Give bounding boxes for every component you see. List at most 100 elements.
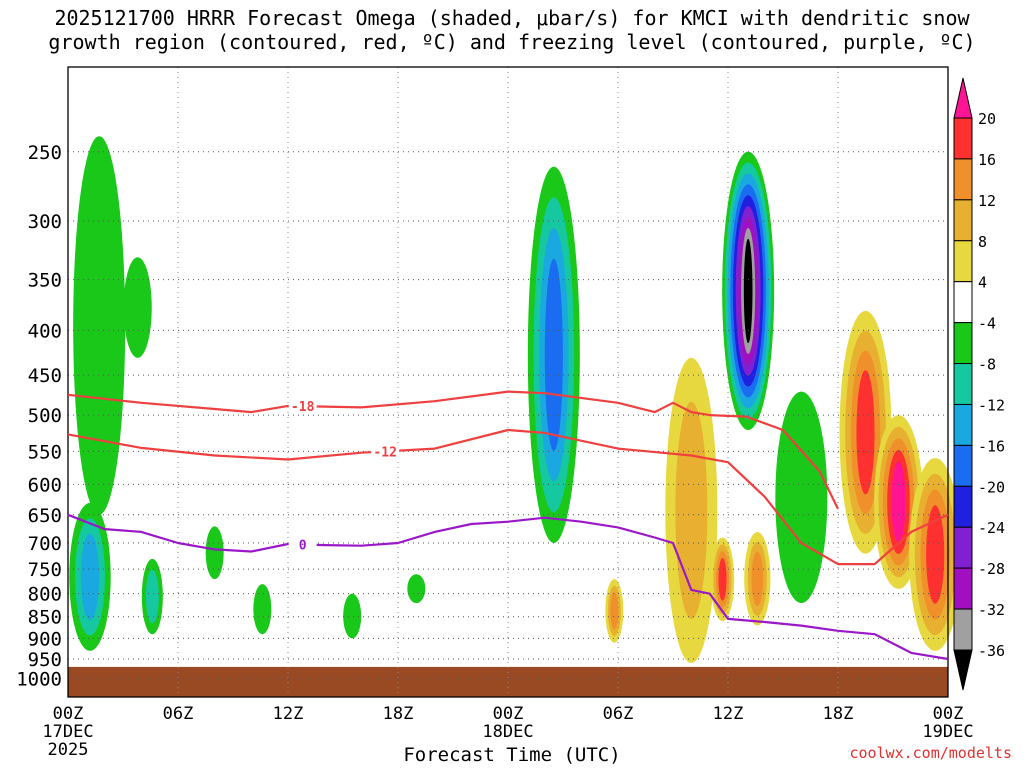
x-tick-label: 06Z: [603, 704, 634, 724]
omega-shade-level: [544, 258, 563, 451]
omega-shade-level: [718, 557, 727, 601]
omega-cell-downward-17: [909, 458, 962, 651]
chart-title-line-2: growth region (contoured, red, ºC) and f…: [48, 30, 976, 54]
x-tick-label: 00Z: [53, 704, 84, 724]
omega-cell-upward-5: [253, 584, 272, 635]
colorbar-label: 16: [978, 151, 996, 169]
contour-label: -12: [373, 445, 396, 460]
omega-shade-level: [743, 238, 753, 344]
contour-label-bg: [288, 536, 317, 553]
colorbar-swatch: [953, 567, 973, 610]
x-tick-date: 18DEC: [482, 722, 533, 742]
omega-cell-upward-12: [722, 151, 775, 431]
colorbar-label: -36: [978, 642, 1005, 660]
credit-text: coolwx.com/modelts: [849, 744, 1012, 762]
y-tick-label: 800: [28, 584, 62, 606]
omega-cell-downward-11: [710, 537, 735, 622]
omega-shade-level: [407, 574, 426, 604]
omega-shade-level: [253, 584, 272, 635]
omega-shade-level: [343, 593, 362, 639]
colorbar-swatch: [953, 240, 973, 283]
contour-layer: -18 -12 0: [67, 390, 949, 661]
y-tick-label: 700: [28, 533, 62, 555]
omega-cell-upward-7: [407, 574, 426, 604]
colorbar-label: -8: [978, 356, 996, 374]
x-tick-label: 18Z: [823, 704, 854, 724]
colorbar-label: 12: [978, 192, 996, 210]
omega-shade-level: [123, 257, 152, 358]
y-tick-label: 600: [28, 474, 62, 496]
colorbar-bottom-arrow: [953, 649, 973, 691]
omega-shade-level: [80, 533, 100, 621]
colorbar-label: -12: [978, 396, 1005, 414]
x-tick-label: 00Z: [933, 704, 964, 724]
omega-shade-level: [610, 592, 619, 630]
x-tick-date: 17DEC: [42, 722, 93, 742]
axis-layer: 2503003504004505005506006507007508008509…: [16, 142, 973, 760]
omega-cell-upward-8: [527, 166, 580, 543]
colorbar-swatch: [953, 608, 973, 651]
omega-cell-downward-13: [744, 531, 771, 626]
grid-layer: [67, 66, 949, 698]
omega-shade-level: [856, 370, 875, 495]
colorbar-swatch: [953, 117, 973, 160]
chart-title-line-1: 2025121700 HRRR Forecast Omega (shaded, …: [54, 6, 970, 30]
omega-shade-level: [775, 391, 828, 604]
omega-cell-upward-2: [123, 257, 152, 358]
contour-label: -18: [291, 400, 315, 415]
omega-shade-level: [73, 136, 126, 515]
x-tick-label: 12Z: [273, 704, 304, 724]
omega-shade-level: [205, 526, 224, 580]
x-axis-title: Forecast Time (UTC): [403, 744, 621, 766]
omega-shade-level: [145, 569, 159, 624]
y-tick-label: 900: [28, 628, 62, 650]
omega-cell-upward-0: [69, 502, 111, 651]
contour-label-bg: [288, 398, 317, 415]
colorbar-swatch: [953, 158, 973, 201]
colorbar-swatch: [953, 199, 973, 242]
omega-cell-upward-14: [775, 391, 828, 604]
y-tick-label: 250: [28, 142, 62, 164]
colorbar-swatch: [953, 363, 973, 405]
colorbar-swatch: [953, 322, 973, 365]
terrain-ground: [68, 666, 948, 697]
plot-frame: [67, 66, 949, 698]
x-tick-year: 2025: [48, 740, 89, 760]
omega-shade-level: [926, 505, 945, 604]
omega-shade-level: [751, 551, 764, 607]
colorbar: 20 16 12 8 4 -4 -8 -12 -16 -20 -24 -28 -32 -36: [953, 77, 1005, 691]
colorbar-label: 8: [978, 233, 987, 251]
y-tick-label: 850: [28, 607, 62, 629]
x-tick-label: 12Z: [713, 704, 744, 724]
contour-line: [67, 513, 949, 661]
x-tick-label: 00Z: [493, 704, 524, 724]
y-tick-label: 550: [28, 441, 62, 463]
colorbar-label: -28: [978, 560, 1005, 578]
y-tick-label: 1000: [16, 668, 62, 690]
y-tick-label: 450: [28, 365, 62, 387]
y-tick-label: 350: [28, 270, 62, 292]
colorbar-label: 20: [978, 110, 996, 128]
contour-label: 0: [299, 538, 307, 553]
omega-cell-upward-4: [205, 526, 224, 580]
colorbar-swatch: [953, 485, 973, 528]
x-tick-label: 18Z: [383, 704, 414, 724]
omega-cell-upward-6: [343, 593, 362, 639]
omega-shade-level: [675, 401, 708, 619]
x-tick-label: 06Z: [163, 704, 194, 724]
colorbar-top-arrow: [953, 77, 973, 119]
terrain-layer: [68, 666, 948, 697]
colorbar-label: -20: [978, 478, 1005, 496]
contour-line: [67, 428, 949, 566]
omega-cell-downward-9: [605, 579, 624, 643]
colorbar-label: -24: [978, 519, 1005, 537]
y-tick-label: 750: [28, 559, 62, 581]
x-tick-date: 19DEC: [922, 722, 973, 742]
y-tick-label: 950: [28, 649, 62, 671]
colorbar-label: -32: [978, 601, 1005, 619]
colorbar-swatch: [953, 526, 973, 569]
y-tick-label: 300: [28, 211, 62, 233]
omega-shade-level: [891, 461, 906, 543]
colorbar-swatch: [953, 403, 973, 446]
